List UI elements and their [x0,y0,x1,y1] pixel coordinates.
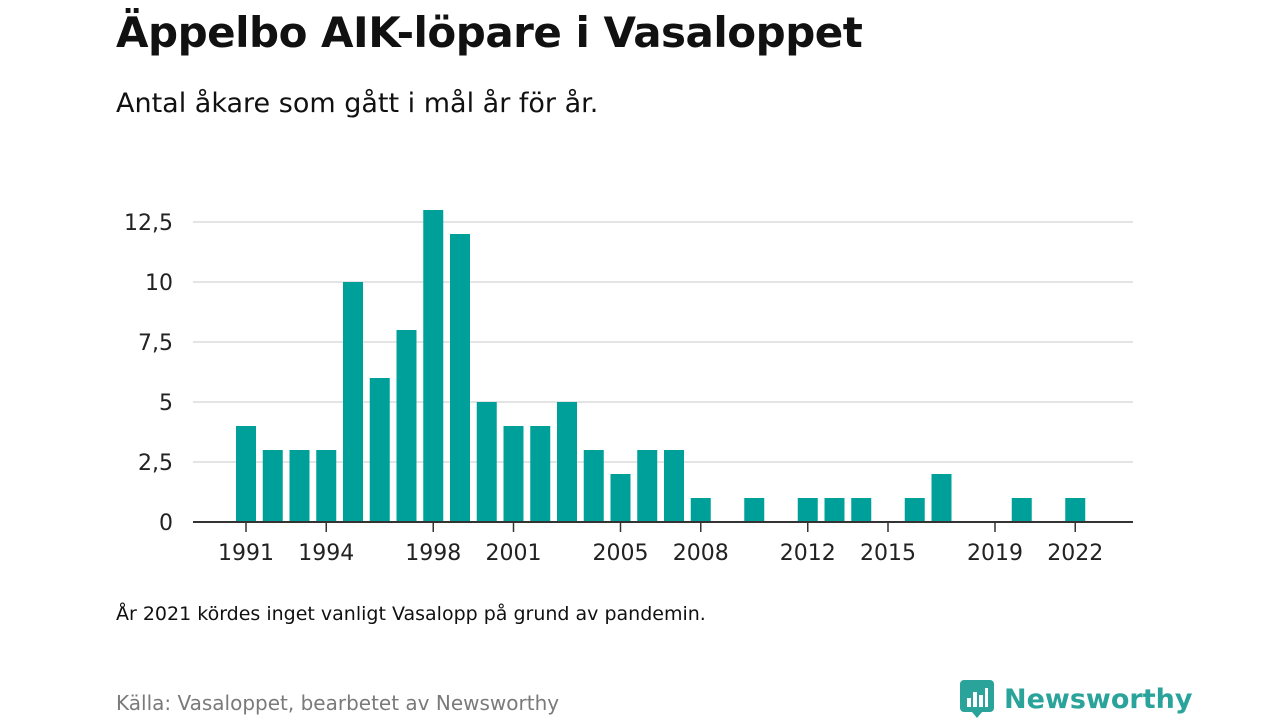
x-tick-label: 2008 [673,541,729,566]
bar [530,426,550,522]
bar [290,450,310,522]
bar [477,402,497,522]
bar [370,378,390,522]
bar [263,450,283,522]
bar [504,426,524,522]
x-tick-label: 1994 [298,541,354,566]
bar [744,498,764,522]
source-credit: Källa: Vasaloppet, bearbetet av Newswort… [116,691,559,715]
bar [825,498,845,522]
bar [343,282,363,522]
bar [557,402,577,522]
x-tick-label: 2012 [780,541,836,566]
x-axis-ticks: 1991 1994 1998 2001 2005 2008 2012 2015 2019 2022 [218,522,1103,566]
x-tick-label: 1991 [218,541,274,566]
bar [316,450,336,522]
bar [584,450,604,522]
bar [236,426,256,522]
y-tick-label: 7,5 [138,331,173,356]
y-axis-ticks: 0 2,5 5 7,5 10 12,5 [124,211,173,536]
bar [397,330,417,522]
y-tick-label: 12,5 [124,211,173,236]
y-tick-label: 5 [159,391,173,416]
bar [691,498,711,522]
chart-note: År 2021 kördes inget vanligt Vasalopp på… [116,603,706,625]
brand: Newsworthy [960,680,1192,718]
x-tick-label: 2001 [486,541,542,566]
bar [905,498,925,522]
bar [637,450,657,522]
y-tick-label: 10 [145,271,173,296]
bars [236,210,1085,522]
x-tick-label: 2005 [593,541,649,566]
brand-name: Newsworthy [1004,684,1192,715]
y-tick-label: 0 [159,511,173,536]
bar [664,450,684,522]
x-tick-label: 2019 [967,541,1023,566]
newsworthy-logo-icon [960,680,994,718]
bar [423,210,443,522]
bar [932,474,952,522]
bar [1065,498,1085,522]
bar [1012,498,1032,522]
gridlines [193,222,1133,462]
bar [851,498,871,522]
x-tick-label: 1998 [405,541,461,566]
bar [611,474,631,522]
bar [798,498,818,522]
x-tick-label: 2022 [1047,541,1103,566]
x-tick-label: 2015 [860,541,916,566]
bar [450,234,470,522]
y-tick-label: 2,5 [138,451,173,476]
